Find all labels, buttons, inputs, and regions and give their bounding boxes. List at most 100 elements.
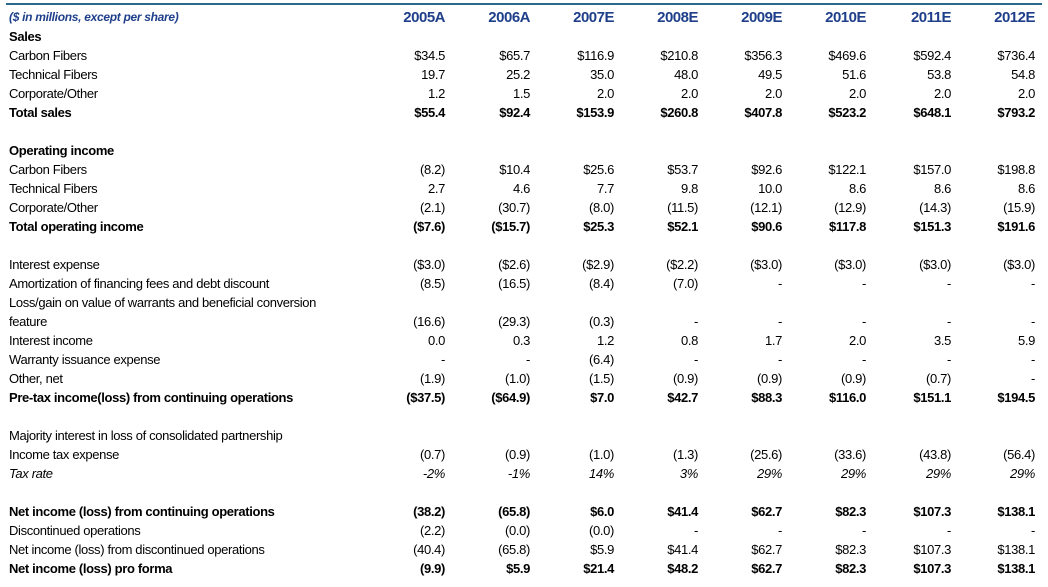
table-row: Warranty issuance expense - - (6.4) - - - - - (0, 350, 1048, 369)
row-label: Warranty issuance expense (9, 352, 161, 367)
value-cell: - (862, 523, 866, 538)
table-row: Loss/gain on value of warrants and benef… (0, 293, 1048, 312)
value-cell: $7.0 (590, 390, 614, 405)
value-cell: $92.4 (499, 105, 530, 120)
value-cell: 8.6 (1017, 181, 1035, 196)
value-cell: (11.5) (667, 200, 698, 215)
value-cell: 2.0 (848, 333, 866, 348)
value-cell: (14.3) (919, 200, 951, 215)
value-cell: $210.8 (660, 48, 698, 63)
value-cell: 48.0 (674, 67, 698, 82)
value-cell: - (1031, 352, 1035, 367)
table-row: feature (16.6) (29.3) (0.3) - - - - - (0, 312, 1048, 331)
value-cell: - (947, 352, 951, 367)
table-row: Majority interest in loss of consolidate… (0, 426, 1048, 445)
value-cell: $793.2 (997, 105, 1035, 120)
value-cell: $53.7 (667, 162, 698, 177)
value-cell: $52.1 (667, 219, 698, 234)
value-cell: ($2.2) (666, 257, 698, 272)
value-cell: (1.0) (589, 447, 614, 462)
year-header: 2012E (994, 9, 1035, 26)
year-header: 2005A (403, 9, 445, 26)
year-header: 2009E (741, 9, 782, 26)
row-label: Pre-tax income(loss) from continuing ope… (9, 390, 294, 405)
table-row: Other, net (1.9) (1.0) (1.5) (0.9) (0.9) (0.9)… (0, 369, 1048, 388)
row-label: Corporate/Other (9, 200, 98, 215)
row-label: Interest income (9, 333, 93, 348)
value-cell: - (526, 352, 530, 367)
value-cell: (1.0) (505, 371, 530, 386)
value-cell: (43.8) (919, 447, 951, 462)
value-cell: 54.8 (1011, 67, 1035, 82)
row-label: Carbon Fibers (9, 48, 87, 63)
value-cell: $116.9 (577, 48, 614, 63)
value-cell: (25.6) (750, 447, 782, 462)
value-cell: 19.7 (421, 67, 445, 82)
row-label: Other, net (9, 371, 63, 386)
table-row: Interest income 0.0 0.3 1.2 0.8 1.7 2.0 3.5 5.9 (0, 331, 1048, 350)
value-cell: $107.3 (913, 561, 951, 576)
value-cell: $107.3 (913, 542, 951, 557)
row-label: Amortization of financing fees and debt … (9, 276, 269, 291)
value-cell: - (1031, 523, 1035, 538)
value-cell: $151.1 (913, 390, 951, 405)
value-cell: $138.1 (997, 504, 1035, 519)
value-cell: (65.8) (498, 504, 530, 519)
value-cell: 8.6 (933, 181, 951, 196)
row-label: Technical Fibers (9, 67, 98, 82)
units-note: ($ in millions, except per share) (9, 10, 179, 24)
value-cell: $523.2 (828, 105, 866, 120)
table-row: Carbon Fibers (8.2) $10.4 $25.6 $53.7 $92.6 $1… (0, 160, 1048, 179)
value-cell: 1.7 (764, 333, 782, 348)
value-cell: (0.0) (505, 523, 530, 538)
value-cell: (8.5) (420, 276, 445, 291)
value-cell: - (862, 276, 866, 291)
table-row: Amortization of financing fees and debt … (0, 274, 1048, 293)
row-label: Income tax expense (9, 447, 120, 462)
value-cell: (12.9) (834, 200, 866, 215)
value-cell: (0.9) (841, 371, 866, 386)
value-cell: 2.0 (764, 86, 782, 101)
year-header: 2006A (488, 9, 530, 26)
row-label: Majority interest in loss of consolidate… (9, 428, 283, 443)
header-row: ($ in millions, except per share) 2005A … (0, 8, 1048, 27)
value-cell: 0.3 (512, 333, 530, 348)
row-label: Total sales (9, 105, 72, 120)
value-cell: 1.2 (596, 333, 614, 348)
value-cell: (29.3) (498, 314, 530, 329)
value-cell: - (1031, 314, 1035, 329)
value-cell: $107.3 (913, 504, 951, 519)
value-cell: - (694, 352, 698, 367)
value-cell: ($2.9) (582, 257, 614, 272)
value-cell: (65.8) (498, 542, 530, 557)
row-label: Net income (loss) pro forma (9, 561, 173, 576)
value-cell: $138.1 (997, 542, 1035, 557)
value-cell: (9.9) (420, 561, 445, 576)
value-cell: - (947, 276, 951, 291)
value-cell: ($15.7) (491, 219, 530, 234)
value-cell: (0.0) (589, 523, 614, 538)
value-cell: $469.6 (828, 48, 866, 63)
row-label: Total operating income (9, 219, 144, 234)
value-cell: 7.7 (596, 181, 614, 196)
row-label: Net income (loss) from continuing operat… (9, 504, 275, 519)
value-cell: (0.7) (926, 371, 951, 386)
table-row: Net income (loss) from continuing operat… (0, 502, 1048, 521)
value-cell: 10.0 (758, 181, 782, 196)
value-cell: 2.0 (848, 86, 866, 101)
value-cell: 29% (841, 466, 866, 481)
row-label: Discontinued operations (9, 523, 141, 538)
value-cell: $82.3 (835, 561, 866, 576)
header-rule (6, 3, 1042, 5)
spacer-row (0, 483, 1048, 502)
value-cell: $138.1 (997, 561, 1035, 576)
year-header: 2010E (825, 9, 866, 26)
value-cell: 2.0 (1017, 86, 1035, 101)
value-cell: - (862, 352, 866, 367)
value-cell: 9.8 (680, 181, 698, 196)
value-cell: $41.4 (667, 504, 698, 519)
value-cell: (0.7) (420, 447, 445, 462)
value-cell: 3.5 (933, 333, 951, 348)
value-cell: (8.4) (589, 276, 614, 291)
value-cell: $151.3 (913, 219, 951, 234)
